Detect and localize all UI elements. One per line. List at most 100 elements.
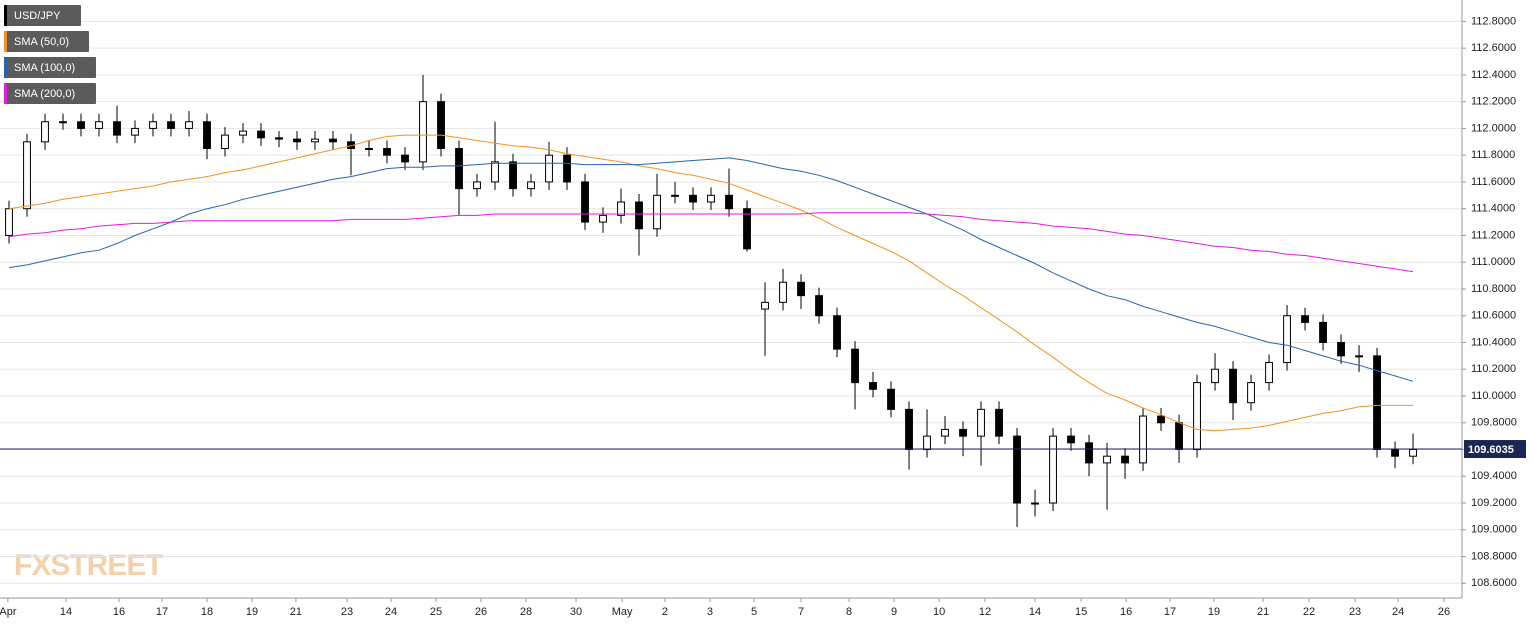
x-tick-label: 14	[60, 606, 72, 618]
legend-swatch	[4, 83, 7, 104]
candle-body	[149, 121, 157, 129]
candle-body	[599, 214, 607, 223]
candle-body	[167, 121, 175, 129]
candle-body	[203, 121, 211, 149]
candle-body	[851, 348, 859, 384]
candle-body	[329, 138, 337, 143]
candle-body	[563, 154, 571, 183]
x-tick-label: 8	[846, 606, 852, 618]
candle-body	[275, 137, 283, 140]
x-tick-label: 15	[1075, 606, 1087, 618]
x-tick-label: 17	[156, 606, 168, 618]
x-tick-label: May	[612, 606, 633, 618]
candle-body	[131, 127, 139, 136]
candle-body	[1175, 422, 1183, 451]
x-tick-label: 25	[430, 606, 442, 618]
x-tick-label: 24	[1392, 606, 1404, 618]
candle-body	[1247, 382, 1255, 404]
x-tick-label: 24	[385, 606, 397, 618]
legend-box	[4, 83, 96, 104]
x-tick-label: 22	[1303, 606, 1315, 618]
legend-swatch	[4, 31, 7, 52]
sma-line	[8, 134, 1413, 432]
candle-body	[221, 134, 229, 149]
x-tick-label: 7	[798, 606, 804, 618]
legend-label: USD/JPY	[14, 10, 61, 22]
candle-body	[473, 181, 481, 190]
y-tick-label: 111.0000	[1471, 256, 1515, 268]
candle-body	[635, 201, 643, 230]
candle-body	[257, 130, 265, 139]
legend-box	[4, 57, 96, 78]
y-tick-label: 112.0000	[1471, 122, 1516, 134]
candle-body	[1031, 502, 1039, 505]
candle-body	[293, 138, 301, 143]
y-tick-label: 112.6000	[1471, 42, 1516, 54]
y-tick-label: 109.8000	[1471, 417, 1517, 429]
candle-body	[185, 121, 193, 129]
x-tick-label: 17	[1164, 606, 1176, 618]
y-tick-label: 112.2000	[1471, 96, 1516, 108]
candle-body	[797, 281, 805, 297]
candle-body	[689, 194, 697, 203]
candle-body	[41, 121, 49, 143]
x-tick-label: 23	[1349, 606, 1361, 618]
x-tick-label: Apr	[0, 606, 17, 618]
candle-body	[1157, 415, 1165, 424]
candle-body	[545, 154, 553, 183]
candle-body	[833, 315, 841, 350]
candle-body	[941, 428, 949, 437]
candle-body	[455, 147, 463, 190]
current-price-box	[1464, 440, 1526, 459]
candle-body	[239, 130, 247, 136]
x-tick-label: 16	[1120, 606, 1132, 618]
legend-label: SMA (200,0)	[14, 88, 75, 100]
legend-label: SMA (100,0)	[14, 62, 75, 74]
x-tick-label: 21	[290, 606, 302, 618]
y-tick-label: 109.4000	[1471, 470, 1517, 482]
legend-box	[4, 31, 89, 52]
candle-body	[1085, 442, 1093, 464]
x-tick-label: 26	[1438, 606, 1450, 618]
candle-body	[869, 382, 877, 390]
candle-body	[743, 208, 751, 250]
candle-body	[95, 121, 103, 129]
y-tick-label: 110.4000	[1471, 336, 1516, 348]
y-tick-label: 109.0000	[1471, 524, 1517, 536]
candle-body	[887, 388, 895, 410]
candle-body	[1283, 315, 1291, 364]
y-tick-label: 110.2000	[1471, 363, 1516, 375]
candle-body	[1391, 449, 1399, 457]
candle-body	[1013, 435, 1021, 504]
x-tick-label: 12	[979, 606, 991, 618]
candle-body	[113, 121, 121, 136]
x-tick-label: 21	[1257, 606, 1269, 618]
candle-body	[1265, 362, 1273, 384]
x-tick-label: 19	[1208, 606, 1220, 618]
x-tick-label: 26	[475, 606, 487, 618]
candle-body	[509, 161, 517, 190]
sma-line	[8, 212, 1414, 273]
candle-body	[1121, 455, 1129, 464]
y-tick-label: 111.8000	[1471, 149, 1515, 161]
x-tick-label: 3	[707, 606, 713, 618]
y-tick-label: 112.8000	[1471, 15, 1516, 27]
watermark: FXSTREET	[14, 549, 163, 582]
candle-body	[1193, 382, 1201, 451]
x-tick-label: 9	[891, 606, 897, 618]
candle-body	[437, 101, 445, 149]
candle-body	[977, 408, 985, 437]
current-price-label: 109.6035	[1468, 444, 1514, 456]
candle-body	[671, 194, 679, 197]
legend-swatch	[4, 57, 7, 78]
candle-body	[491, 161, 499, 183]
candle-body	[1139, 415, 1147, 464]
candle-body	[401, 154, 409, 163]
candle-body	[905, 408, 913, 451]
candle-body	[725, 194, 733, 210]
candle-body	[1067, 435, 1075, 444]
candle-body	[59, 121, 67, 124]
x-tick-label: 18	[201, 606, 213, 618]
